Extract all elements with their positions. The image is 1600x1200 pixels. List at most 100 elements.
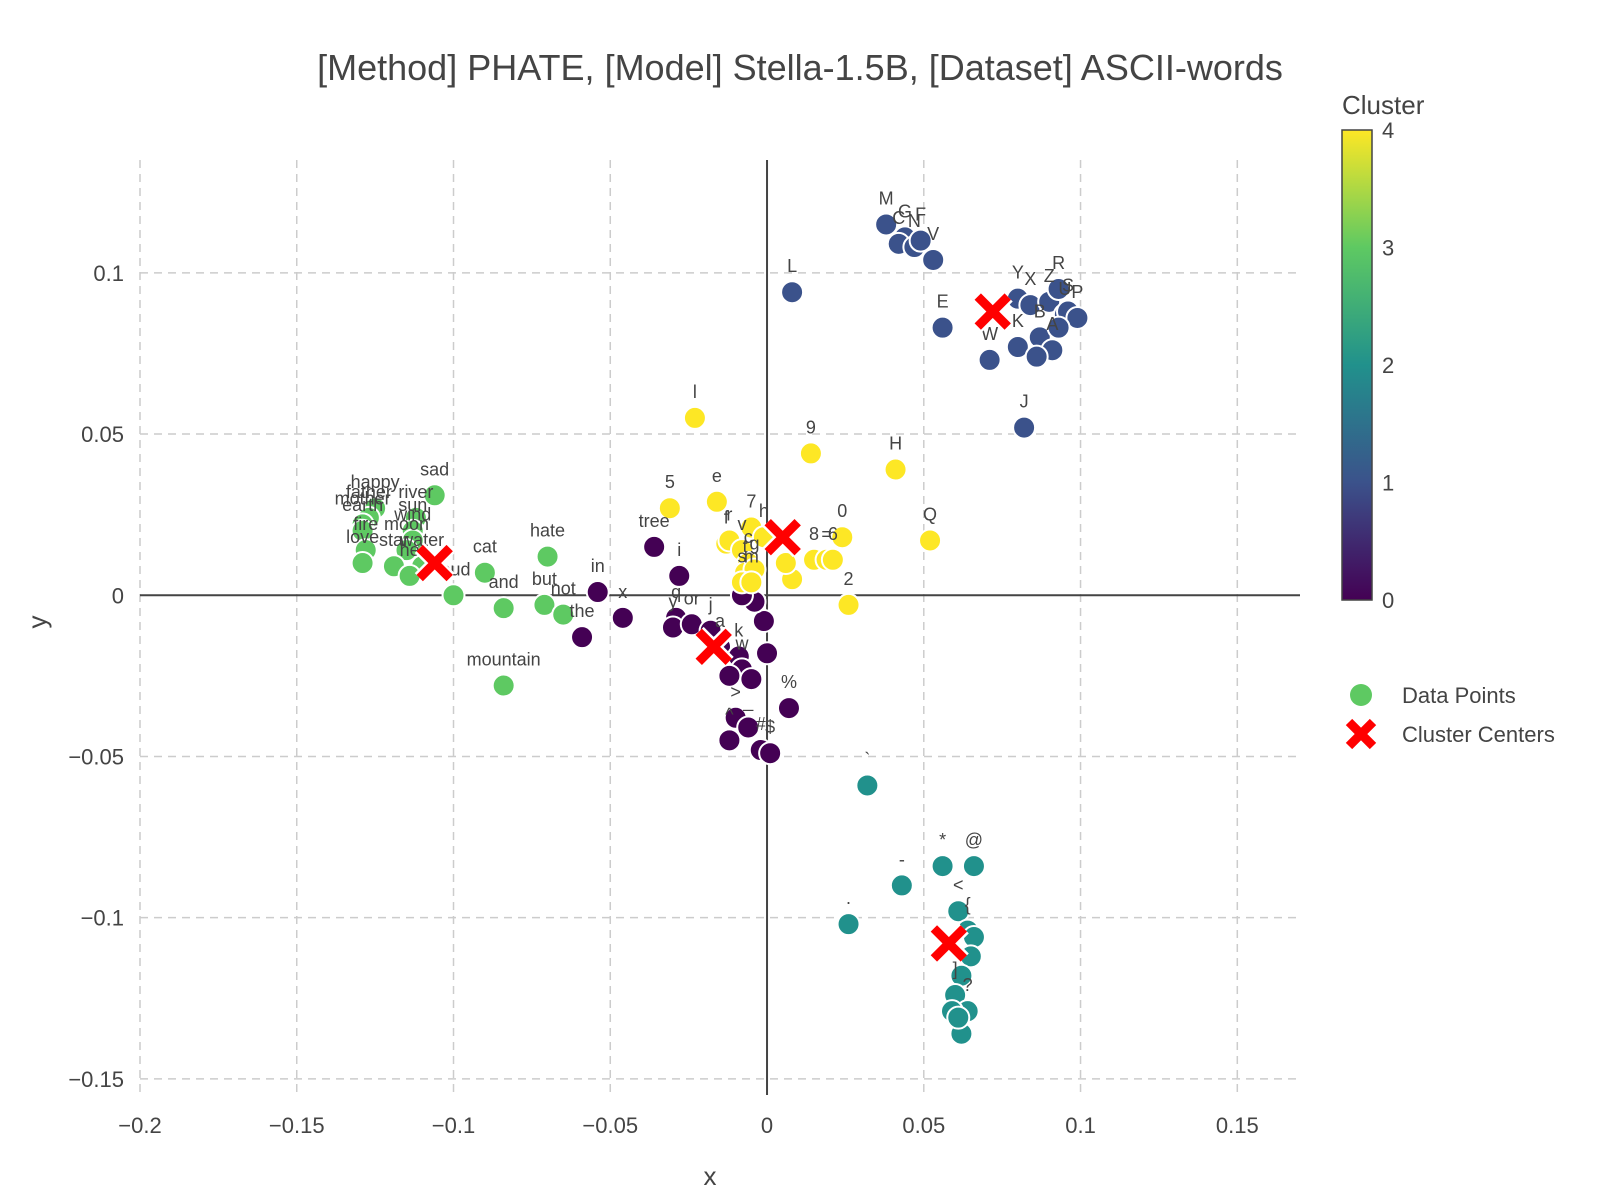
point-label: cat [473,537,497,557]
point-label: ^ [725,704,734,724]
point-label: but [532,569,557,589]
data-point [610,605,635,630]
data-point [776,696,801,721]
point-label: 7 [746,492,756,512]
data-point [930,854,955,879]
point-label: h [759,501,769,521]
point-label: g [749,533,759,553]
legend-item-circle[interactable]: Data Points [1350,683,1516,708]
point-label: q [671,582,681,602]
point-label: i [677,540,681,560]
legend[interactable]: Data Points Cluster Centers [1344,683,1555,751]
data-point [717,728,742,753]
data-point [472,560,497,585]
point-label: U [1058,279,1071,299]
data-point [961,925,986,950]
point-label: ] [953,959,958,979]
data-point [1046,276,1071,301]
legend-label: Cluster Centers [1402,722,1555,747]
point-label: r [726,504,732,524]
point-label: moon [384,514,429,534]
data-point [570,625,595,650]
chart-title: [Method] PHATE, [Model] Stella-1.5B, [Da… [317,47,1283,88]
point-label: V [927,224,939,244]
point-label: E [937,292,949,312]
point-label: star [379,530,409,550]
point-label: l [693,382,697,402]
point-label: w [734,633,749,653]
point-label: he [400,540,420,560]
data-point [855,773,880,798]
tick-labels: −0.2 −0.15 −0.1 −0.05 0 0.05 0.1 0.15−0.15−0.1−… [68,261,1258,1138]
data-point [1065,305,1090,330]
x-tick-label: 0.15 [1216,1113,1259,1138]
point-label: ` [864,749,870,769]
data-point [918,528,943,553]
data-point [908,228,933,253]
data-point [657,496,682,521]
point-label: the [570,601,595,621]
point-label: # [756,714,766,734]
cluster-center [928,923,969,964]
colorbar-bar [1341,129,1373,601]
data-point [836,592,861,617]
point-label: love [346,527,379,547]
point-label: * [939,830,946,850]
y-tick-label: −0.05 [68,744,124,769]
colorbar-tick-label: 3 [1382,236,1394,261]
data-point [739,570,764,595]
point-label: not [551,579,576,599]
data-point [441,583,466,608]
y-axis-title: y [22,616,52,629]
x-tick-label: 0.1 [1065,1113,1096,1138]
point-label: = [821,524,832,544]
data-point [773,551,798,576]
point-label: in [591,556,605,576]
cluster-center [414,543,455,583]
point-label: C [892,208,905,228]
point-label: W [981,324,998,344]
data-point [889,873,914,898]
data-point [491,596,516,621]
data-point [642,534,667,559]
point-label: j [708,595,713,615]
point-label: y [668,592,677,612]
point-label: earth [342,495,383,515]
point-label: sad [420,459,449,479]
center-marker-cross [930,925,968,962]
point-label: e [712,466,722,486]
point-label: { [965,895,971,915]
legend-x-marker [1344,717,1378,751]
data-point [682,405,707,430]
center-marker-cross [764,519,801,556]
y-tick-label: −0.1 [81,906,124,931]
y-tick-label: 0.1 [93,261,124,286]
center-marker-cross [974,293,1011,330]
center-marker-cross [1345,718,1377,750]
point-label: m [744,546,759,566]
point-label: water [399,530,444,550]
point-label: mountain [467,650,541,670]
data-point [1005,335,1030,359]
data-point [758,741,783,766]
center-marker-cross [416,544,453,582]
point-label: hate [530,521,565,541]
point-label: k [734,621,744,641]
center-marker-cross [695,628,732,666]
point-label: c [744,527,753,547]
x-axis-title: x [704,1161,717,1191]
data-point [780,280,805,305]
colorbar: Cluster 0 1 2 3 4 [1341,90,1425,613]
point-label: M [879,188,894,208]
data-point [930,315,955,340]
point-label: > [730,682,741,702]
legend-item-x[interactable]: Cluster Centers [1344,717,1555,751]
point-label: fire [353,514,378,534]
point-label: a [715,611,726,631]
point-label: S [1062,276,1074,296]
data-point [946,899,971,924]
colorbar-title: Cluster [1342,90,1425,120]
data-point [1012,415,1037,440]
